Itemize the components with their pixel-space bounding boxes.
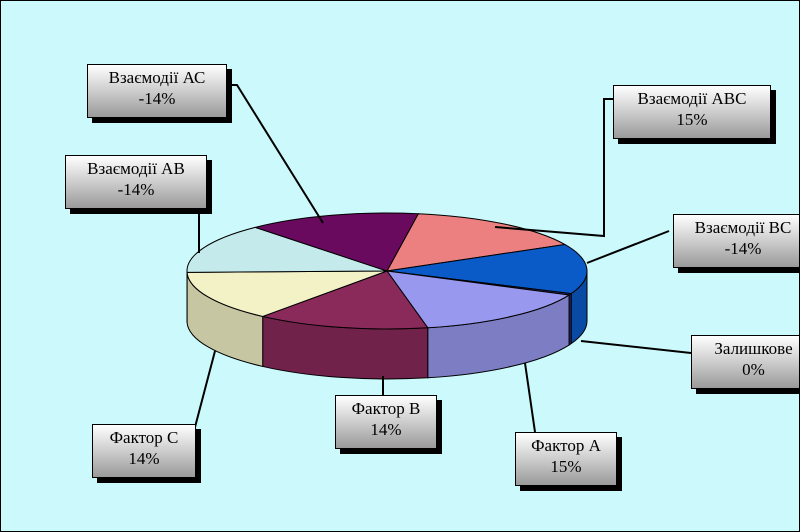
pie-slice-ab (186, 226, 388, 273)
leader-line-residual (580, 340, 692, 354)
pie-slice-factor-b (260, 270, 429, 330)
pie-slice-factor-c (186, 270, 388, 317)
leader-line-factor-a (524, 362, 536, 433)
slice-label-ab: Взаємодії АВ -14% (65, 155, 207, 209)
slice-label-factor-b: Фактор В 14% (335, 395, 437, 449)
pie-slice-abc (386, 213, 567, 272)
slice-label-bc: Взаємодії ВС -14% (673, 214, 799, 268)
leader-line-abc (494, 98, 613, 238)
pie-slice-ac (253, 212, 420, 272)
pie-slice-factor-a (385, 270, 571, 329)
slice-label-abc: Взаємодії АВС 15% (613, 85, 771, 139)
leader-line-bc (586, 230, 670, 264)
leader-line-factor-c (193, 350, 216, 432)
slice-label-ac: Взаємодії АС -14% (87, 64, 227, 118)
slice-label-factor-a: Фактор А 15% (515, 432, 617, 486)
slice-label-factor-c: Фактор С 14% (92, 424, 196, 478)
pie-slice-bc (386, 243, 588, 295)
slice-label-residual: Залишкове 0% (691, 335, 799, 389)
leader-line-ac (227, 84, 324, 224)
